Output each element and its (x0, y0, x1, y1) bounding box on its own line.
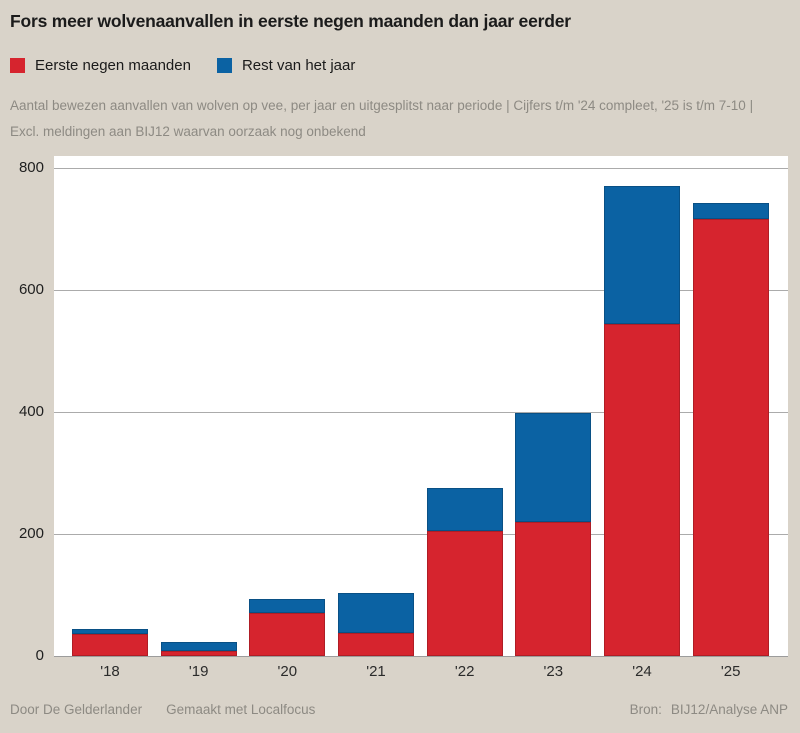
gridline-200 (54, 534, 788, 535)
gridline-800 (54, 168, 788, 169)
chart-subtitle: Aantal bewezen aanvallen van wolven op v… (10, 98, 754, 139)
xtick-label-21: '21 (366, 663, 386, 680)
bar-21-eerste-negen-maanden[interactable] (338, 633, 414, 656)
bar-22-eerste-negen-maanden[interactable] (426, 531, 503, 656)
footer-made-with: Gemaakt met Localfocus (166, 702, 316, 717)
legend-swatch-icon (216, 58, 232, 73)
bar-19-rest-van-het-jaar[interactable] (160, 642, 237, 651)
bar-18-eerste-negen-maanden[interactable] (72, 634, 148, 656)
bar-25-eerste-negen-maanden[interactable] (692, 219, 769, 656)
bar-19-eerste-negen-maanden[interactable] (160, 651, 237, 656)
xtick-label-19: '19 (188, 663, 209, 680)
bar-23-rest-van-het-jaar[interactable] (515, 413, 592, 522)
legend: Eerste negen maanden Rest van het jaar (10, 57, 355, 74)
bar-22-rest-van-het-jaar[interactable] (426, 488, 503, 531)
bar-25-rest-van-het-jaar[interactable] (692, 203, 769, 219)
bar-21-rest-van-het-jaar[interactable] (338, 593, 414, 633)
xtick-label-23: '23 (543, 663, 564, 680)
xtick-label-18: '18 (100, 663, 120, 680)
legend-swatch-icon (10, 58, 25, 73)
bar-20-eerste-negen-maanden[interactable] (249, 613, 326, 656)
gridline-600 (54, 290, 788, 291)
gridline-400 (54, 412, 788, 413)
x-axis-line (54, 656, 788, 657)
xtick-label-24: '24 (632, 663, 652, 680)
legend-label: Rest van het jaar (241, 57, 356, 74)
bar-24-rest-van-het-jaar[interactable] (604, 186, 680, 324)
legend-item-0: Eerste negen maanden (10, 57, 191, 74)
ytick-label-400: 400 (18, 403, 44, 420)
bar-24-eerste-negen-maanden[interactable] (604, 324, 680, 656)
footer-source-value: BIJ12/Analyse ANP (670, 702, 788, 717)
footer-source-label: Bron: (629, 702, 662, 717)
ytick-label-200: 200 (18, 525, 44, 542)
bar-18-rest-van-het-jaar[interactable] (72, 629, 148, 634)
footer-credits: Door De Gelderlander Gemaakt met Localfo… (10, 702, 315, 717)
footer-source: Bron: BIJ12/Analyse ANP (630, 702, 788, 717)
legend-label: Eerste negen maanden (35, 57, 191, 74)
xtick-label-20: '20 (277, 663, 298, 680)
xtick-label-25: '25 (720, 663, 741, 680)
footer: Door De Gelderlander Gemaakt met Localfo… (10, 702, 788, 717)
ytick-label-0: 0 (35, 647, 44, 664)
ytick-label-600: 600 (18, 281, 44, 298)
chart-title: Fors meer wolvenaanvallen in eerste nege… (10, 11, 571, 31)
xtick-label-22: '22 (454, 663, 475, 680)
ytick-label-800: 800 (18, 159, 44, 176)
legend-item-1: Rest van het jaar (216, 57, 356, 74)
bar-23-eerste-negen-maanden[interactable] (515, 522, 592, 656)
bar-20-rest-van-het-jaar[interactable] (249, 599, 326, 613)
footer-credit: Door De Gelderlander (10, 702, 143, 717)
